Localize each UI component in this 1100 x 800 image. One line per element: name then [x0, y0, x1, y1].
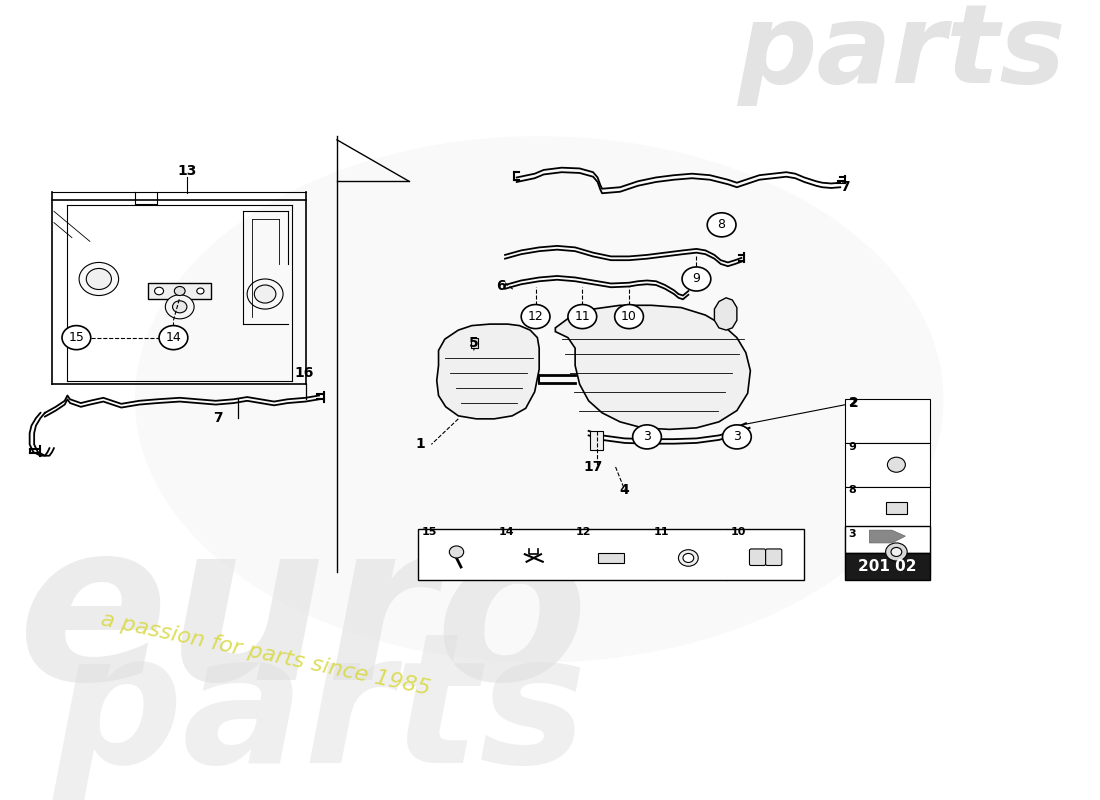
- Text: 6: 6: [496, 279, 505, 294]
- Text: 5: 5: [469, 336, 478, 350]
- Text: parts: parts: [54, 625, 587, 800]
- Text: 9: 9: [848, 442, 856, 452]
- Circle shape: [682, 267, 711, 291]
- Text: 11: 11: [574, 310, 591, 323]
- Circle shape: [707, 213, 736, 237]
- Circle shape: [891, 547, 902, 557]
- Text: 15: 15: [68, 331, 85, 344]
- Circle shape: [632, 425, 661, 449]
- Text: parts: parts: [737, 0, 1066, 106]
- Text: 2: 2: [849, 396, 859, 410]
- Text: 12: 12: [528, 310, 543, 323]
- FancyBboxPatch shape: [845, 486, 931, 530]
- Text: 3: 3: [733, 430, 740, 443]
- Text: 4: 4: [619, 482, 629, 497]
- Circle shape: [155, 287, 164, 294]
- Text: 201 02: 201 02: [858, 558, 916, 574]
- Circle shape: [679, 550, 699, 566]
- Circle shape: [79, 262, 119, 295]
- Text: 8: 8: [848, 486, 856, 495]
- Circle shape: [886, 543, 907, 561]
- Polygon shape: [437, 324, 539, 419]
- Polygon shape: [869, 530, 905, 543]
- Circle shape: [248, 279, 283, 309]
- Text: 7: 7: [213, 411, 223, 425]
- Circle shape: [86, 269, 111, 290]
- Circle shape: [165, 294, 194, 319]
- Text: 1: 1: [416, 438, 426, 451]
- Text: 17: 17: [583, 460, 603, 474]
- Text: 14: 14: [498, 527, 515, 538]
- Text: 12: 12: [576, 527, 592, 538]
- Text: 15: 15: [421, 527, 437, 538]
- Circle shape: [160, 326, 188, 350]
- Text: 9: 9: [693, 273, 701, 286]
- Text: a passion for parts since 1985: a passion for parts since 1985: [99, 610, 432, 699]
- Text: 2: 2: [848, 398, 856, 408]
- FancyBboxPatch shape: [845, 530, 931, 574]
- Circle shape: [174, 286, 185, 295]
- Circle shape: [197, 288, 204, 294]
- Circle shape: [683, 554, 694, 562]
- Polygon shape: [556, 306, 750, 430]
- Text: 3: 3: [848, 529, 856, 539]
- Polygon shape: [714, 298, 737, 330]
- Circle shape: [888, 458, 905, 472]
- FancyBboxPatch shape: [845, 399, 931, 443]
- Circle shape: [173, 301, 187, 313]
- Ellipse shape: [135, 136, 944, 662]
- FancyBboxPatch shape: [148, 282, 211, 299]
- Text: 3: 3: [644, 430, 651, 443]
- Text: 10: 10: [730, 527, 746, 538]
- FancyBboxPatch shape: [471, 338, 478, 348]
- FancyBboxPatch shape: [845, 526, 931, 553]
- Text: euro: euro: [18, 512, 590, 726]
- FancyBboxPatch shape: [418, 529, 804, 580]
- Circle shape: [723, 425, 751, 449]
- FancyBboxPatch shape: [598, 553, 624, 563]
- Circle shape: [449, 546, 464, 558]
- Text: 8: 8: [717, 218, 726, 231]
- FancyBboxPatch shape: [845, 553, 931, 580]
- FancyBboxPatch shape: [845, 443, 931, 486]
- Circle shape: [615, 305, 644, 329]
- Text: 16: 16: [294, 366, 313, 380]
- Text: 11: 11: [653, 527, 669, 538]
- Text: 13: 13: [177, 165, 197, 178]
- FancyBboxPatch shape: [591, 431, 603, 450]
- Text: 10: 10: [621, 310, 637, 323]
- Circle shape: [521, 305, 550, 329]
- Text: 14: 14: [166, 331, 182, 344]
- Circle shape: [62, 326, 91, 350]
- Circle shape: [568, 305, 596, 329]
- FancyBboxPatch shape: [766, 549, 782, 566]
- FancyBboxPatch shape: [749, 549, 766, 566]
- FancyBboxPatch shape: [886, 502, 907, 514]
- Text: 7: 7: [840, 180, 849, 194]
- Circle shape: [254, 285, 276, 303]
